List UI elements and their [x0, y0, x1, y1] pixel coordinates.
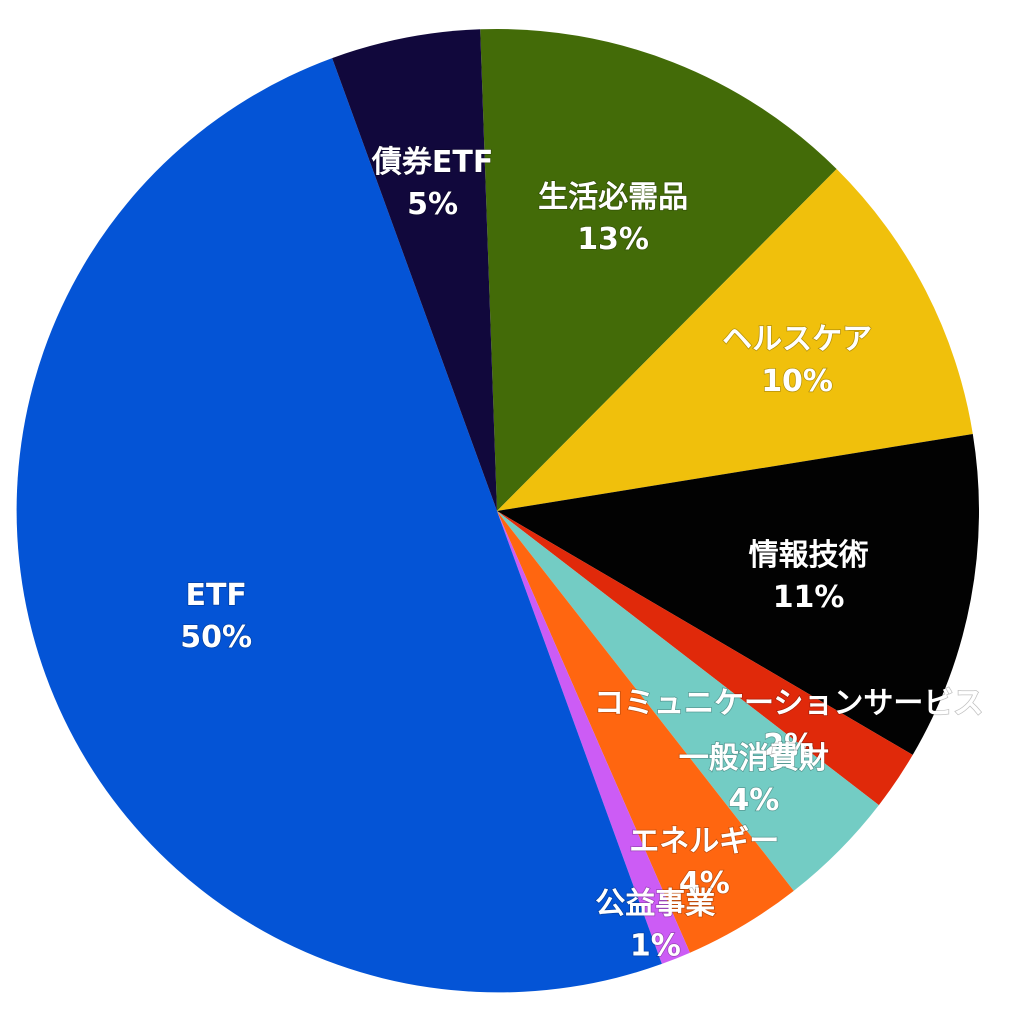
pie-slice: [480, 28, 837, 511]
slice-category-label: 公益事業: [595, 887, 715, 922]
slice-percent-label: 4%: [679, 866, 730, 901]
slice-percent-label: 10%: [761, 364, 833, 399]
slice-percent-label: 4%: [728, 783, 779, 818]
slice-percent-label: 50%: [180, 620, 252, 655]
slice-percent-label: 5%: [407, 187, 458, 222]
slice-percent-label: 1%: [630, 929, 681, 964]
slice-category-label: エネルギー: [629, 824, 779, 859]
pie-slice: [497, 511, 794, 953]
pie-slice: [497, 511, 913, 806]
pie-slices: [16, 28, 979, 993]
slice-category-label: 情報技術: [749, 538, 869, 573]
slice-category-label: ETF: [185, 578, 246, 613]
pie-slice: [332, 29, 497, 511]
pie-slice: [497, 168, 973, 512]
slice-category-label: 債券ETF: [371, 145, 493, 180]
slice-percent-label: 2%: [763, 728, 814, 763]
pie-slice: [497, 511, 879, 891]
pie-labels: 生活必需品 13% ヘルスケア 10% 情報技術 11% コミュニケーションサービス 2%一般…: [180, 144, 985, 964]
pie-slice: [497, 511, 690, 964]
slice-category-label: コミュニケーションサービス: [594, 686, 983, 721]
pie-slice: [497, 433, 979, 755]
slice-category-label: 生活必需品: [538, 180, 688, 215]
slice-category-label: ヘルスケア: [722, 322, 872, 357]
slice-percent-label: 11%: [773, 580, 845, 615]
pie-slice: [16, 58, 662, 993]
slice-percent-label: 13%: [577, 222, 649, 257]
slice-category-label: 一般消費財: [679, 741, 829, 776]
